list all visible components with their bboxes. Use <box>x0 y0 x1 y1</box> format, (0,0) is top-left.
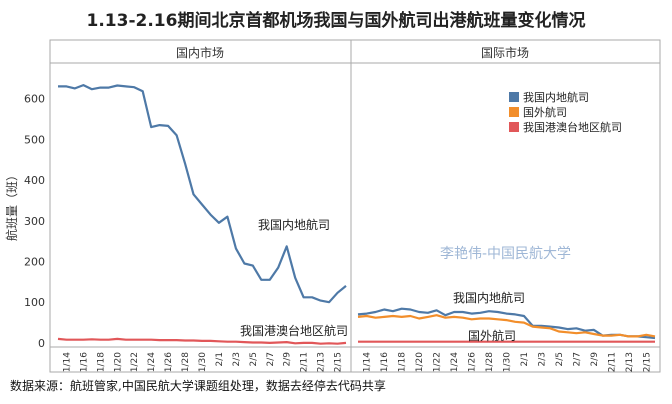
y-tick-label: 0 <box>38 337 45 350</box>
x-tick-label: 1/14 <box>62 352 72 372</box>
x-tick-label: 2/13 <box>625 352 635 372</box>
x-tick-label: 1/22 <box>433 352 443 372</box>
x-tick-label: 2/1 <box>520 352 530 366</box>
panel-frame-international <box>350 39 661 373</box>
x-tick-label: 2/7 <box>572 352 582 366</box>
y-tick-label: 500 <box>24 133 45 146</box>
x-tick-label: 1/14 <box>363 352 373 372</box>
legend: 我国内地航司 国外航司 我国港澳台地区航司 <box>509 90 622 134</box>
x-tick-label: 1/18 <box>96 352 106 372</box>
x-tick-label: 2/15 <box>642 352 652 372</box>
annotation-domestic-mainland: 我国内地航司 <box>258 217 330 232</box>
x-tick-label: 2/11 <box>300 352 310 372</box>
y-tick-label: 300 <box>24 215 45 228</box>
x-tick-label: 1/20 <box>113 352 123 372</box>
legend-label-domestic: 我国内地航司 <box>523 90 589 104</box>
x-tick-label: 2/7 <box>266 352 276 366</box>
legend-label-foreign: 国外航司 <box>523 105 567 119</box>
annotation-intl-foreign: 国外航司 <box>468 328 516 343</box>
series-line-domestic-0 <box>58 83 347 304</box>
panel-frame-domestic <box>49 39 352 373</box>
x-tick-label: 2/3 <box>232 352 242 366</box>
x-tick-label: 2/1 <box>215 352 225 366</box>
y-tick-label: 600 <box>24 93 45 106</box>
x-tick-label: 1/26 <box>468 352 478 372</box>
page-title: 1.13-2.16期间北京首都机场我国与国外航司出港航班量变化情况 <box>86 11 586 31</box>
y-tick-label: 400 <box>24 174 45 187</box>
annotation-domestic-hmt: 我国港澳台地区航司 <box>240 323 348 338</box>
y-tick-label: 100 <box>24 296 45 309</box>
x-tick-label: 1/18 <box>398 352 408 372</box>
x-tick-label: 2/3 <box>537 352 547 366</box>
series-line-domestic-1 <box>57 337 347 345</box>
x-tick-label: 2/9 <box>590 352 600 367</box>
watermark: 李艳伟-中国民航大学 <box>440 246 571 262</box>
x-tick-label: 1/24 <box>147 352 157 372</box>
x-tick-label: 1/30 <box>503 352 513 372</box>
panel-title-international: 国际市场 <box>481 45 529 60</box>
x-tick-label: 1/16 <box>380 352 390 372</box>
x-tick-label: 1/30 <box>198 352 208 372</box>
x-tick-label: 2/13 <box>317 352 327 372</box>
data-source-note: 数据来源：航班管家,中国民航大学课题组处理，数据去经停去代码共享 <box>10 379 386 393</box>
x-tick-label: 2/5 <box>249 352 259 366</box>
x-tick-label: 1/28 <box>485 352 495 372</box>
legend-label-hmt: 我国港澳台地区航司 <box>523 120 622 134</box>
x-tick-label: 1/16 <box>79 352 89 372</box>
legend-swatch-foreign <box>509 107 519 117</box>
x-tick-label: 1/22 <box>130 352 140 372</box>
x-tick-label: 1/24 <box>450 352 460 372</box>
y-axis-label: 航班量（班） <box>4 169 19 241</box>
x-tick-label: 2/15 <box>334 352 344 372</box>
legend-swatch-domestic <box>509 92 519 102</box>
y-tick-label: 200 <box>24 255 45 268</box>
x-tick-label: 1/28 <box>181 352 191 372</box>
legend-swatch-hmt <box>509 122 519 132</box>
x-tick-label: 2/9 <box>283 352 293 367</box>
panel-title-domestic: 国内市场 <box>176 45 224 60</box>
series-line-international-1 <box>357 314 656 338</box>
x-tick-label: 2/11 <box>607 352 617 372</box>
x-tick-label: 1/26 <box>164 352 174 372</box>
x-tick-label: 2/5 <box>555 352 565 366</box>
annotation-intl-mainland: 我国内地航司 <box>453 290 525 305</box>
x-tick-label: 1/20 <box>415 352 425 372</box>
